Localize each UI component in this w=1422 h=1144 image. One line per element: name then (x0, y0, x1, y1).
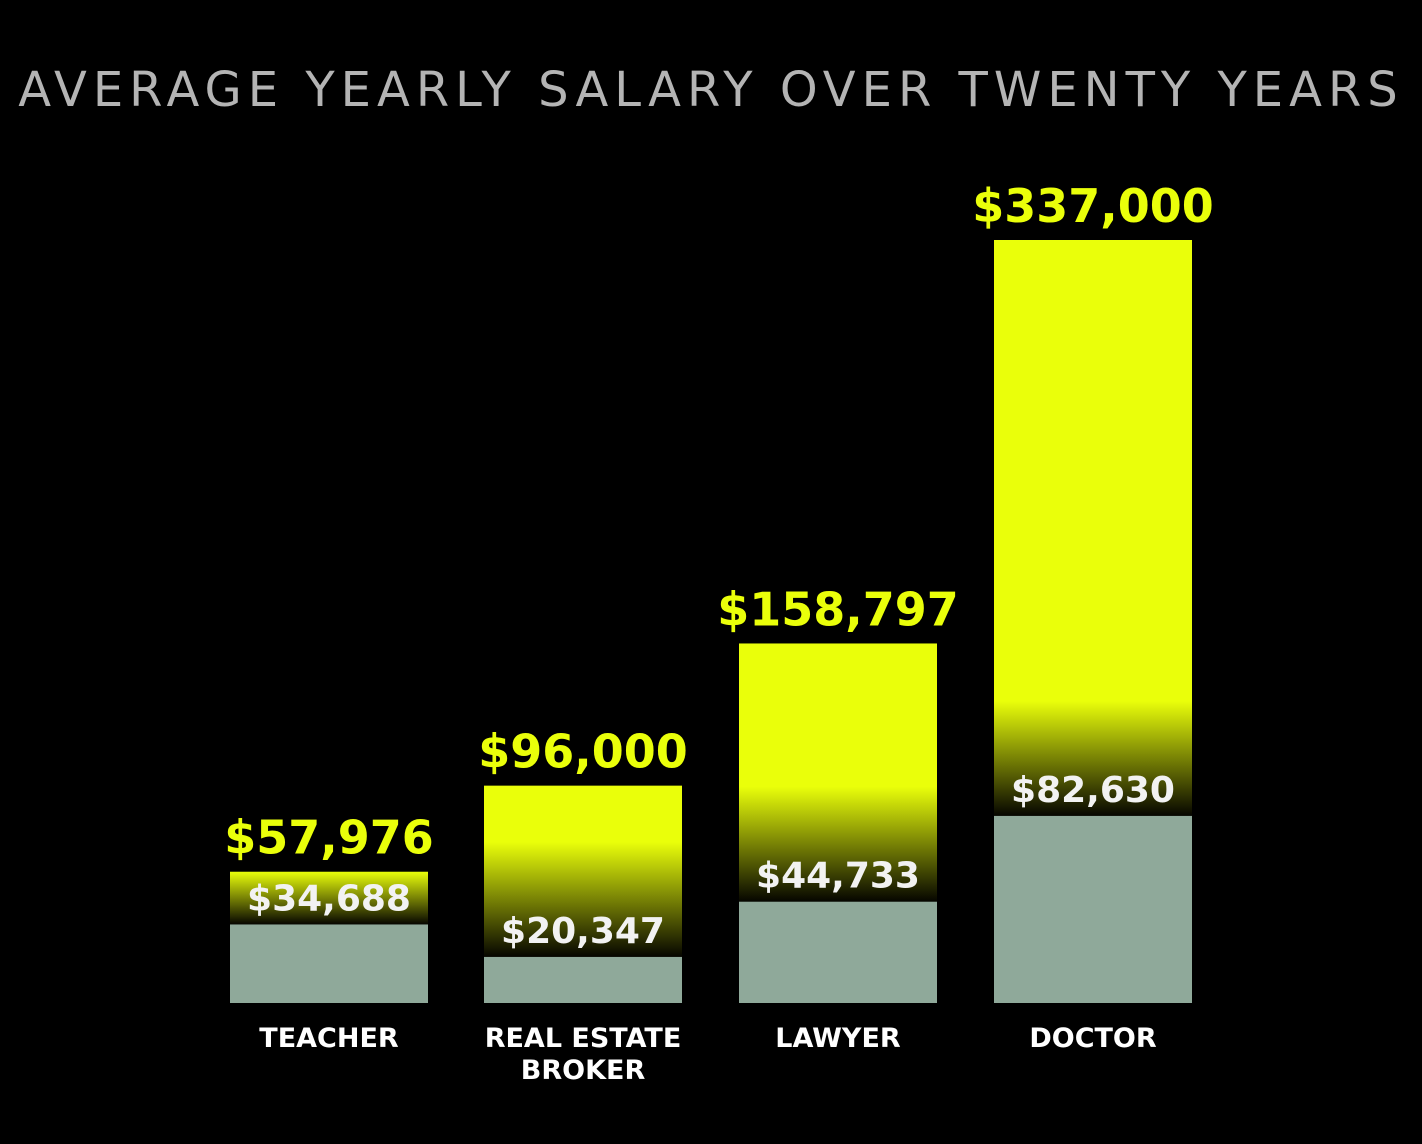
bar-base-lawyer (739, 901, 937, 1003)
category-label: LAWYER (775, 1023, 901, 1054)
bars-layer (230, 240, 1192, 1003)
labels-layer: $57,976 $34,688 $96,000 $20,347 $158,797 $44,… (224, 179, 1214, 952)
category-label: DOCTOR (1029, 1023, 1157, 1054)
category-label-line: REAL ESTATE (485, 1023, 682, 1054)
total-value-label: $57,976 (224, 811, 434, 865)
total-value-label: $337,000 (972, 179, 1214, 233)
base-value-label: $82,630 (1011, 770, 1175, 811)
base-value-label: $34,688 (247, 878, 411, 919)
category-label-line: BROKER (521, 1055, 646, 1086)
bar-base-teacher (230, 924, 428, 1003)
bar-base-real-estate-broker (484, 956, 682, 1003)
base-value-label: $44,733 (756, 856, 920, 897)
category-label-line: TEACHER (259, 1023, 399, 1054)
base-value-label: $20,347 (501, 911, 665, 952)
bar-base-doctor (994, 815, 1192, 1003)
category-label: TEACHER (259, 1023, 399, 1054)
total-value-label: $96,000 (478, 725, 688, 779)
category-label-line: LAWYER (775, 1023, 901, 1054)
chart-title: AVERAGE YEARLY SALARY OVER TWENTY YEARS (18, 62, 1404, 118)
total-value-label: $158,797 (717, 582, 959, 636)
category-label: REAL ESTATE BROKER (485, 1023, 682, 1086)
category-label-line: DOCTOR (1029, 1023, 1157, 1054)
category-axis-labels: TEACHER REAL ESTATE BROKER LAWYER DOCTOR (259, 1023, 1157, 1086)
